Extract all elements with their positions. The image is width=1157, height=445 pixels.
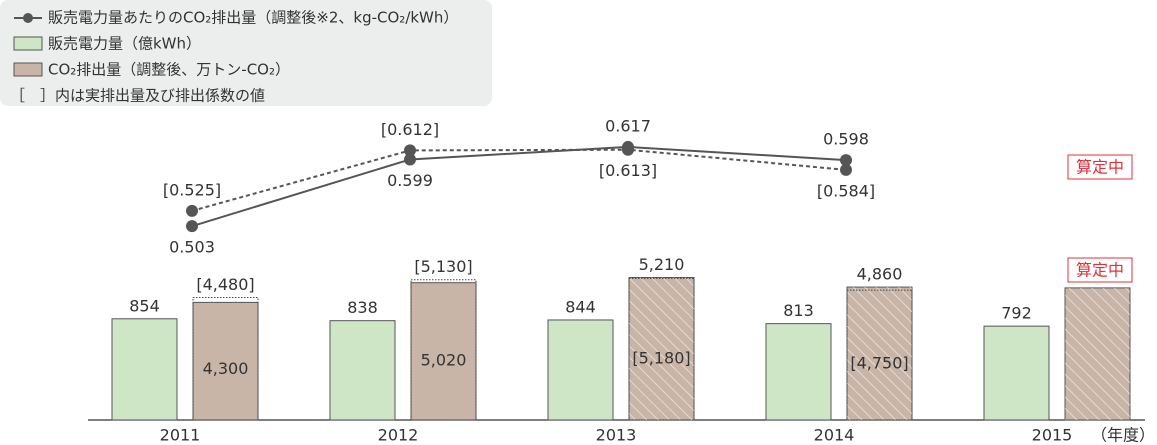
data-label: 813 — [783, 301, 814, 320]
data-label: 792 — [1001, 304, 1032, 323]
data-label: [5,130] — [414, 257, 472, 276]
annotation-box — [1067, 154, 1133, 180]
data-label: [4,750] — [850, 354, 908, 373]
marker — [186, 204, 198, 217]
legend-swatch — [13, 36, 43, 51]
legend-label: 販売電力量（億kWh） — [48, 35, 201, 53]
bar-outline — [846, 289, 913, 421]
marker — [404, 153, 416, 166]
data-label: 838 — [347, 298, 378, 317]
data-label: 854 — [129, 296, 160, 315]
annotation-box — [1067, 257, 1133, 283]
x-axis-label: （年度） — [1091, 426, 1155, 445]
legend-label: 販売電力量あたりのCO₂排出量（調整後※2、kg-CO₂/kWh） — [48, 9, 458, 27]
data-label: 4,860 — [857, 265, 903, 284]
data-label: 0.503 — [169, 238, 215, 257]
bar-outline — [628, 277, 695, 421]
x-tick-label: 2013 — [596, 426, 637, 445]
bar — [765, 323, 832, 421]
bar — [329, 320, 396, 421]
data-label: [0.613] — [599, 161, 657, 180]
data-label: 0.599 — [387, 171, 433, 190]
bar — [192, 301, 259, 421]
marker — [404, 144, 416, 157]
annotation: 算定中 — [1076, 261, 1124, 280]
legend-swatch — [13, 62, 43, 77]
legend-note: ［ ］内は実排出量及び排出係数の値 — [10, 87, 265, 105]
legend-label: CO₂排出量（調整後、万トン-CO₂） — [48, 61, 290, 79]
marker — [186, 220, 198, 233]
bar — [111, 318, 178, 421]
x-tick-label: 2011 — [160, 426, 201, 445]
bar-hatch — [629, 277, 694, 420]
bar-hatch — [1065, 287, 1130, 420]
line — [191, 145, 847, 228]
x-tick-label: 2012 — [378, 426, 419, 445]
bar — [983, 325, 1050, 421]
x-tick-label: 2014 — [814, 426, 855, 445]
x-tick-label: 2015 — [1032, 426, 1073, 445]
data-label: 5,020 — [421, 350, 467, 369]
legend-marker-icon — [23, 13, 33, 23]
data-label: 844 — [565, 297, 596, 316]
data-label: 0.617 — [605, 116, 651, 135]
marker — [840, 154, 852, 167]
data-label: [0.584] — [817, 181, 875, 200]
data-label: 4,300 — [203, 359, 249, 378]
bar-hatch — [847, 287, 912, 420]
data-label: [0.525] — [163, 180, 221, 199]
line — [191, 148, 847, 212]
data-label: 5,210 — [639, 255, 685, 274]
legend-box — [0, 0, 492, 106]
data-label: [5,180] — [632, 349, 690, 368]
data-label: [0.612] — [381, 120, 439, 139]
marker — [840, 163, 852, 176]
marker — [622, 143, 634, 156]
bar — [547, 319, 614, 421]
data-label: 0.598 — [823, 130, 869, 149]
bar — [410, 282, 477, 421]
data-label: [4,480] — [196, 275, 254, 294]
bar-outline — [410, 279, 477, 421]
annotation: 算定中 — [1076, 158, 1124, 177]
bar-outline — [192, 296, 259, 421]
